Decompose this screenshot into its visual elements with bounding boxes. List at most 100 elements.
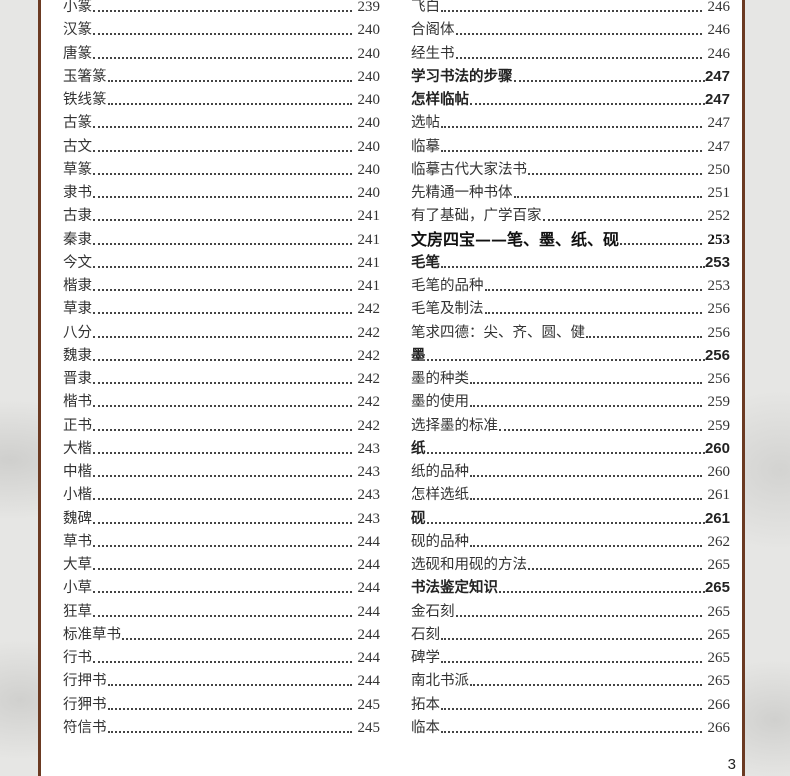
toc-entry-page: 256 xyxy=(707,301,731,318)
toc-entry-title: 草隶 xyxy=(63,301,92,318)
toc-entry-title: 铁线篆 xyxy=(63,92,107,108)
toc-entry-title: 今文 xyxy=(63,254,92,271)
toc-entry: 书法鉴定知识 265 xyxy=(411,574,730,597)
dot-leader xyxy=(455,33,702,36)
dot-leader xyxy=(470,382,702,384)
toc-entry-title: 笔求四德：尖、齐、圆、健 xyxy=(411,324,585,341)
toc-entry: 隶书 240 xyxy=(63,179,380,202)
toc-entry-page: 244 xyxy=(357,650,381,666)
toc-entry-title: 纸的品种 xyxy=(411,464,469,480)
toc-entry-page: 259 xyxy=(707,417,731,434)
toc-entry: 毛笔的品种 253 xyxy=(411,272,730,295)
dot-leader xyxy=(484,312,702,315)
dot-leader xyxy=(93,126,352,129)
toc-entry: 魏隶 242 xyxy=(63,342,380,365)
dot-leader xyxy=(93,10,352,12)
toc-entry-title: 选砚和用砚的方法 xyxy=(411,557,527,573)
toc-entry: 怎样选纸 261 xyxy=(411,481,730,504)
toc-entry-page: 243 xyxy=(357,440,381,457)
toc-entry-title: 大楷 xyxy=(63,440,92,457)
dot-leader xyxy=(441,10,702,12)
dot-leader xyxy=(441,149,702,152)
toc-entry: 古篆 240 xyxy=(63,109,380,132)
toc-entry-title: 飞白 xyxy=(411,0,440,15)
dot-leader xyxy=(586,335,702,338)
dot-leader xyxy=(93,56,352,59)
toc-entry-page: 242 xyxy=(357,347,381,364)
toc-entry-title: 古隶 xyxy=(63,208,92,225)
toc-entry-title: 标准草书 xyxy=(63,626,121,643)
toc-entry-page: 260 xyxy=(704,439,730,457)
toc-entry-page: 244 xyxy=(357,580,381,597)
toc-entry-page: 242 xyxy=(357,394,381,411)
dot-leader xyxy=(93,591,352,594)
dot-leader xyxy=(470,405,702,408)
toc-entry: 文房四宝——笔、墨、纸、砚 253 xyxy=(411,226,730,249)
toc-entry-page: 244 xyxy=(357,673,381,690)
toc-entry: 南北书派 265 xyxy=(411,667,730,690)
toc-entry: 玉箸篆 240 xyxy=(63,63,380,86)
toc-entry: 草书 244 xyxy=(63,528,380,551)
dot-leader xyxy=(441,265,705,268)
toc-entry-title: 晋隶 xyxy=(63,371,92,387)
toc-entry-title: 狂草 xyxy=(63,603,92,620)
toc-entry-title: 唐篆 xyxy=(63,45,92,62)
dot-leader xyxy=(93,335,352,338)
toc-entry: 小楷 243 xyxy=(63,481,380,504)
toc-entry-title: 墨的种类 xyxy=(411,371,469,387)
toc-entry-title: 先精通一种书体 xyxy=(411,185,513,201)
toc-entry-title: 纸 xyxy=(411,440,426,457)
toc-entry-title: 毛笔及制法 xyxy=(411,301,484,318)
toc-entry-page: 266 xyxy=(707,719,731,736)
toc-entry-title: 碑学 xyxy=(411,650,440,666)
dot-leader xyxy=(93,312,352,315)
toc-entry-page: 242 xyxy=(357,301,381,318)
toc-entry-page: 246 xyxy=(707,0,731,15)
dot-leader xyxy=(93,475,352,477)
dot-leader xyxy=(93,428,352,431)
toc-entry: 砚 261 xyxy=(411,505,730,528)
toc-entry-title: 小篆 xyxy=(63,0,92,15)
toc-entry: 临摹 247 xyxy=(411,133,730,156)
toc-entry-title: 砚 xyxy=(411,510,426,527)
toc-entry: 临本 266 xyxy=(411,714,730,737)
dot-leader xyxy=(93,33,352,36)
toc-entry: 大草 244 xyxy=(63,551,380,574)
toc-entry-page: 250 xyxy=(707,161,731,178)
dot-leader xyxy=(93,544,352,547)
toc-entry: 先精通一种书体 251 xyxy=(411,179,730,202)
toc-entry-title: 文房四宝——笔、墨、纸、砚 xyxy=(411,229,620,249)
toc-entry-title: 古篆 xyxy=(63,115,92,132)
toc-entry-page: 266 xyxy=(707,696,731,713)
dot-leader xyxy=(93,172,352,175)
toc-entry-page: 247 xyxy=(707,138,731,155)
toc-entry-title: 楷隶 xyxy=(63,278,92,294)
dot-leader xyxy=(93,149,352,152)
toc-entry-title: 古文 xyxy=(63,138,92,155)
toc-entry-title: 八分 xyxy=(63,324,92,341)
toc-entry-page: 240 xyxy=(357,115,381,132)
toc-entry-title: 毛笔的品种 xyxy=(411,278,484,294)
toc-entry-page: 240 xyxy=(357,68,381,85)
toc-entry-page: 241 xyxy=(357,208,381,225)
toc-entry: 合阁体 246 xyxy=(411,16,730,39)
dot-leader xyxy=(93,521,352,524)
dot-leader xyxy=(441,661,702,663)
dot-leader xyxy=(93,219,352,222)
toc-entry: 毛笔 253 xyxy=(411,249,730,272)
dot-leader xyxy=(542,219,702,222)
toc-entry-page: 256 xyxy=(707,371,731,387)
dot-leader xyxy=(93,382,352,384)
toc-entry: 纸的品种 260 xyxy=(411,458,730,481)
toc-entry-title: 临本 xyxy=(411,719,440,736)
toc-entry-page: 253 xyxy=(704,253,730,271)
toc-entry-title: 隶书 xyxy=(63,185,92,201)
dot-leader xyxy=(426,451,705,454)
toc-entry-page: 243 xyxy=(357,487,381,504)
toc-entry-page: 260 xyxy=(707,464,731,480)
toc-entry-page: 239 xyxy=(357,0,381,15)
toc-entry-title: 石刻 xyxy=(411,626,440,643)
dot-leader xyxy=(499,591,705,594)
toc-entry-title: 小草 xyxy=(63,580,92,597)
toc-entry: 小草 244 xyxy=(63,574,380,597)
